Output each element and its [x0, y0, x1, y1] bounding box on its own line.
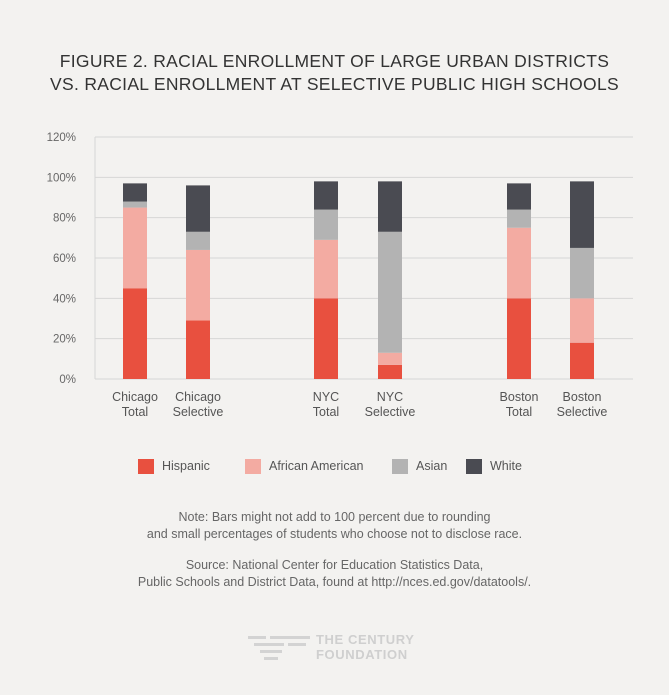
y-tick-label: 80% — [53, 213, 76, 225]
bar-segment — [314, 239, 338, 299]
x-tick-label: Boston — [500, 390, 539, 404]
legend-label-asian: Asian — [416, 459, 448, 473]
x-tick-label: NYC — [377, 390, 403, 404]
bar-segment — [570, 298, 594, 343]
x-tick-label: Chicago — [112, 390, 158, 404]
y-tick-label: 100% — [47, 172, 76, 184]
y-tick-label: 20% — [53, 334, 76, 346]
x-tick-label: Selective — [557, 405, 608, 419]
y-tick-label: 0% — [59, 374, 76, 386]
y-tick-label: 40% — [53, 293, 76, 305]
chart-title-line-1: FIGURE 2. RACIAL ENROLLMENT OF LARGE URB… — [59, 51, 610, 71]
logo-line-2: FOUNDATION — [316, 647, 408, 662]
legend-label-hispanic: Hispanic — [162, 459, 210, 473]
y-tick-label: 60% — [53, 253, 76, 265]
bar-segment — [570, 342, 594, 379]
note-line-2: and small percentages of students who ch… — [146, 527, 523, 541]
chart-note: Note: Bars might not add to 100 percent … — [0, 509, 669, 543]
bar-segment — [378, 364, 402, 379]
legend-label-african-american: African American — [269, 459, 364, 473]
logo-stripes-icon — [248, 636, 310, 660]
source-line-2: Public Schools and District Data, found … — [137, 575, 532, 589]
bar-segment — [507, 227, 531, 299]
bar-segment — [507, 183, 531, 210]
bar-segment — [570, 181, 594, 248]
bar-segment — [378, 181, 402, 232]
x-tick-label: Chicago — [175, 390, 221, 404]
chart-legend: Hispanic African American Asian White — [0, 458, 669, 478]
bar-segment — [378, 231, 402, 353]
x-tick-label: Boston — [563, 390, 602, 404]
x-tick-label: Selective — [173, 405, 224, 419]
bar-segment — [314, 209, 338, 240]
bar-segment — [123, 183, 147, 202]
legend-swatch-hispanic — [138, 459, 154, 474]
chart-title: FIGURE 2. RACIAL ENROLLMENT OF LARGE URB… — [0, 50, 669, 96]
bar-segment — [314, 298, 338, 379]
bar-segment — [507, 209, 531, 228]
bar-segment — [314, 181, 338, 210]
logo-line-1: THE CENTURY — [316, 632, 415, 647]
bar-segment — [186, 231, 210, 250]
legend-swatch-white — [466, 459, 482, 474]
source-line-1: Source: National Center for Education St… — [185, 558, 484, 572]
x-tick-label: Total — [313, 405, 339, 419]
bar-segment — [570, 247, 594, 299]
x-tick-label: Selective — [365, 405, 416, 419]
logo-text: THE CENTURY FOUNDATION — [316, 632, 415, 662]
stacked-bar-chart: 0%20%40%60%80%100%120%ChicagoTotalChicag… — [47, 132, 633, 419]
century-foundation-logo: THE CENTURY FOUNDATION — [248, 632, 438, 664]
legend-label-white: White — [490, 459, 522, 473]
bar-segment — [186, 185, 210, 232]
note-line-1: Note: Bars might not add to 100 percent … — [178, 510, 491, 524]
bar-segment — [378, 352, 402, 365]
chart-source: Source: National Center for Education St… — [0, 557, 669, 591]
chart-title-line-2: VS. RACIAL ENROLLMENT AT SELECTIVE PUBLI… — [50, 74, 619, 94]
legend-swatch-asian — [392, 459, 408, 474]
bar-segment — [186, 320, 210, 379]
bar-segment — [123, 201, 147, 208]
x-tick-label: NYC — [313, 390, 339, 404]
bar-segment — [507, 298, 531, 379]
bar-segment — [186, 249, 210, 321]
x-tick-label: Total — [506, 405, 532, 419]
y-tick-label: 120% — [47, 132, 76, 144]
legend-swatch-african-american — [245, 459, 261, 474]
bar-segment — [123, 207, 147, 289]
x-tick-label: Total — [122, 405, 148, 419]
bar-segment — [123, 288, 147, 379]
